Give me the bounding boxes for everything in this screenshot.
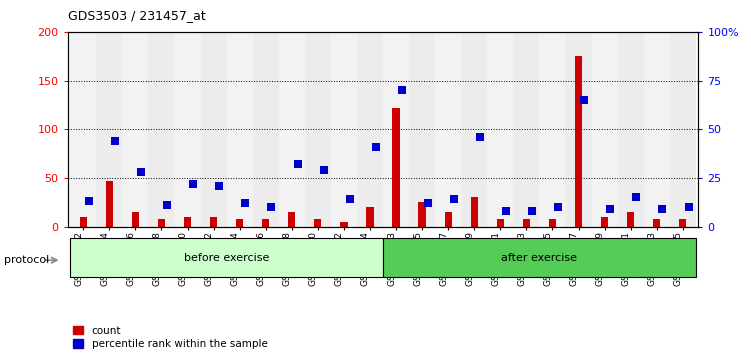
Point: [369, 144, 382, 149]
Bar: [305, 32, 331, 227]
Bar: [252, 32, 279, 227]
Bar: [523, 219, 530, 227]
Bar: [366, 207, 374, 227]
Point: [630, 195, 642, 200]
Bar: [592, 32, 617, 227]
Bar: [383, 32, 409, 227]
Bar: [96, 32, 122, 227]
Bar: [539, 32, 566, 227]
Bar: [227, 32, 252, 227]
Bar: [210, 217, 217, 227]
Bar: [383, 238, 696, 277]
Point: [240, 200, 252, 206]
Point: [500, 208, 512, 214]
Bar: [627, 212, 635, 227]
Bar: [392, 108, 400, 227]
Bar: [445, 212, 452, 227]
Bar: [670, 32, 696, 227]
Bar: [288, 212, 295, 227]
Bar: [617, 32, 644, 227]
Text: before exercise: before exercise: [184, 252, 270, 263]
Bar: [174, 32, 201, 227]
Bar: [331, 32, 357, 227]
Bar: [601, 217, 608, 227]
Bar: [184, 217, 192, 227]
Text: protocol: protocol: [4, 255, 49, 265]
Point: [605, 206, 617, 212]
Point: [448, 196, 460, 202]
Bar: [122, 32, 149, 227]
Point: [83, 198, 95, 204]
Point: [344, 196, 356, 202]
Bar: [279, 32, 305, 227]
Bar: [549, 219, 556, 227]
Bar: [158, 219, 165, 227]
Text: GDS3503 / 231457_at: GDS3503 / 231457_at: [68, 9, 205, 22]
Point: [422, 200, 434, 206]
Bar: [409, 32, 435, 227]
Legend: count, percentile rank within the sample: count, percentile rank within the sample: [73, 326, 267, 349]
Bar: [575, 56, 582, 227]
Point: [683, 204, 695, 210]
Bar: [461, 32, 487, 227]
Point: [656, 206, 668, 212]
Bar: [314, 219, 321, 227]
Bar: [644, 32, 670, 227]
Bar: [70, 238, 383, 277]
Bar: [340, 222, 348, 227]
Point: [187, 181, 199, 187]
Bar: [566, 32, 592, 227]
Point: [396, 87, 408, 93]
Point: [161, 202, 173, 208]
Point: [526, 208, 538, 214]
Bar: [487, 32, 514, 227]
Bar: [149, 32, 174, 227]
Point: [109, 138, 121, 144]
Bar: [131, 212, 139, 227]
Point: [552, 204, 564, 210]
Bar: [418, 202, 426, 227]
Bar: [106, 181, 113, 227]
Bar: [357, 32, 383, 227]
Bar: [262, 219, 270, 227]
Bar: [236, 219, 243, 227]
Bar: [679, 219, 686, 227]
Bar: [435, 32, 461, 227]
Bar: [653, 219, 660, 227]
Bar: [471, 198, 478, 227]
Bar: [201, 32, 227, 227]
Point: [474, 134, 486, 140]
Text: after exercise: after exercise: [502, 252, 578, 263]
Bar: [496, 219, 504, 227]
Point: [213, 183, 225, 188]
Point: [135, 169, 147, 175]
Point: [578, 97, 590, 103]
Point: [291, 161, 303, 167]
Bar: [514, 32, 539, 227]
Point: [318, 167, 330, 173]
Bar: [80, 217, 87, 227]
Bar: [70, 32, 96, 227]
Point: [265, 204, 277, 210]
